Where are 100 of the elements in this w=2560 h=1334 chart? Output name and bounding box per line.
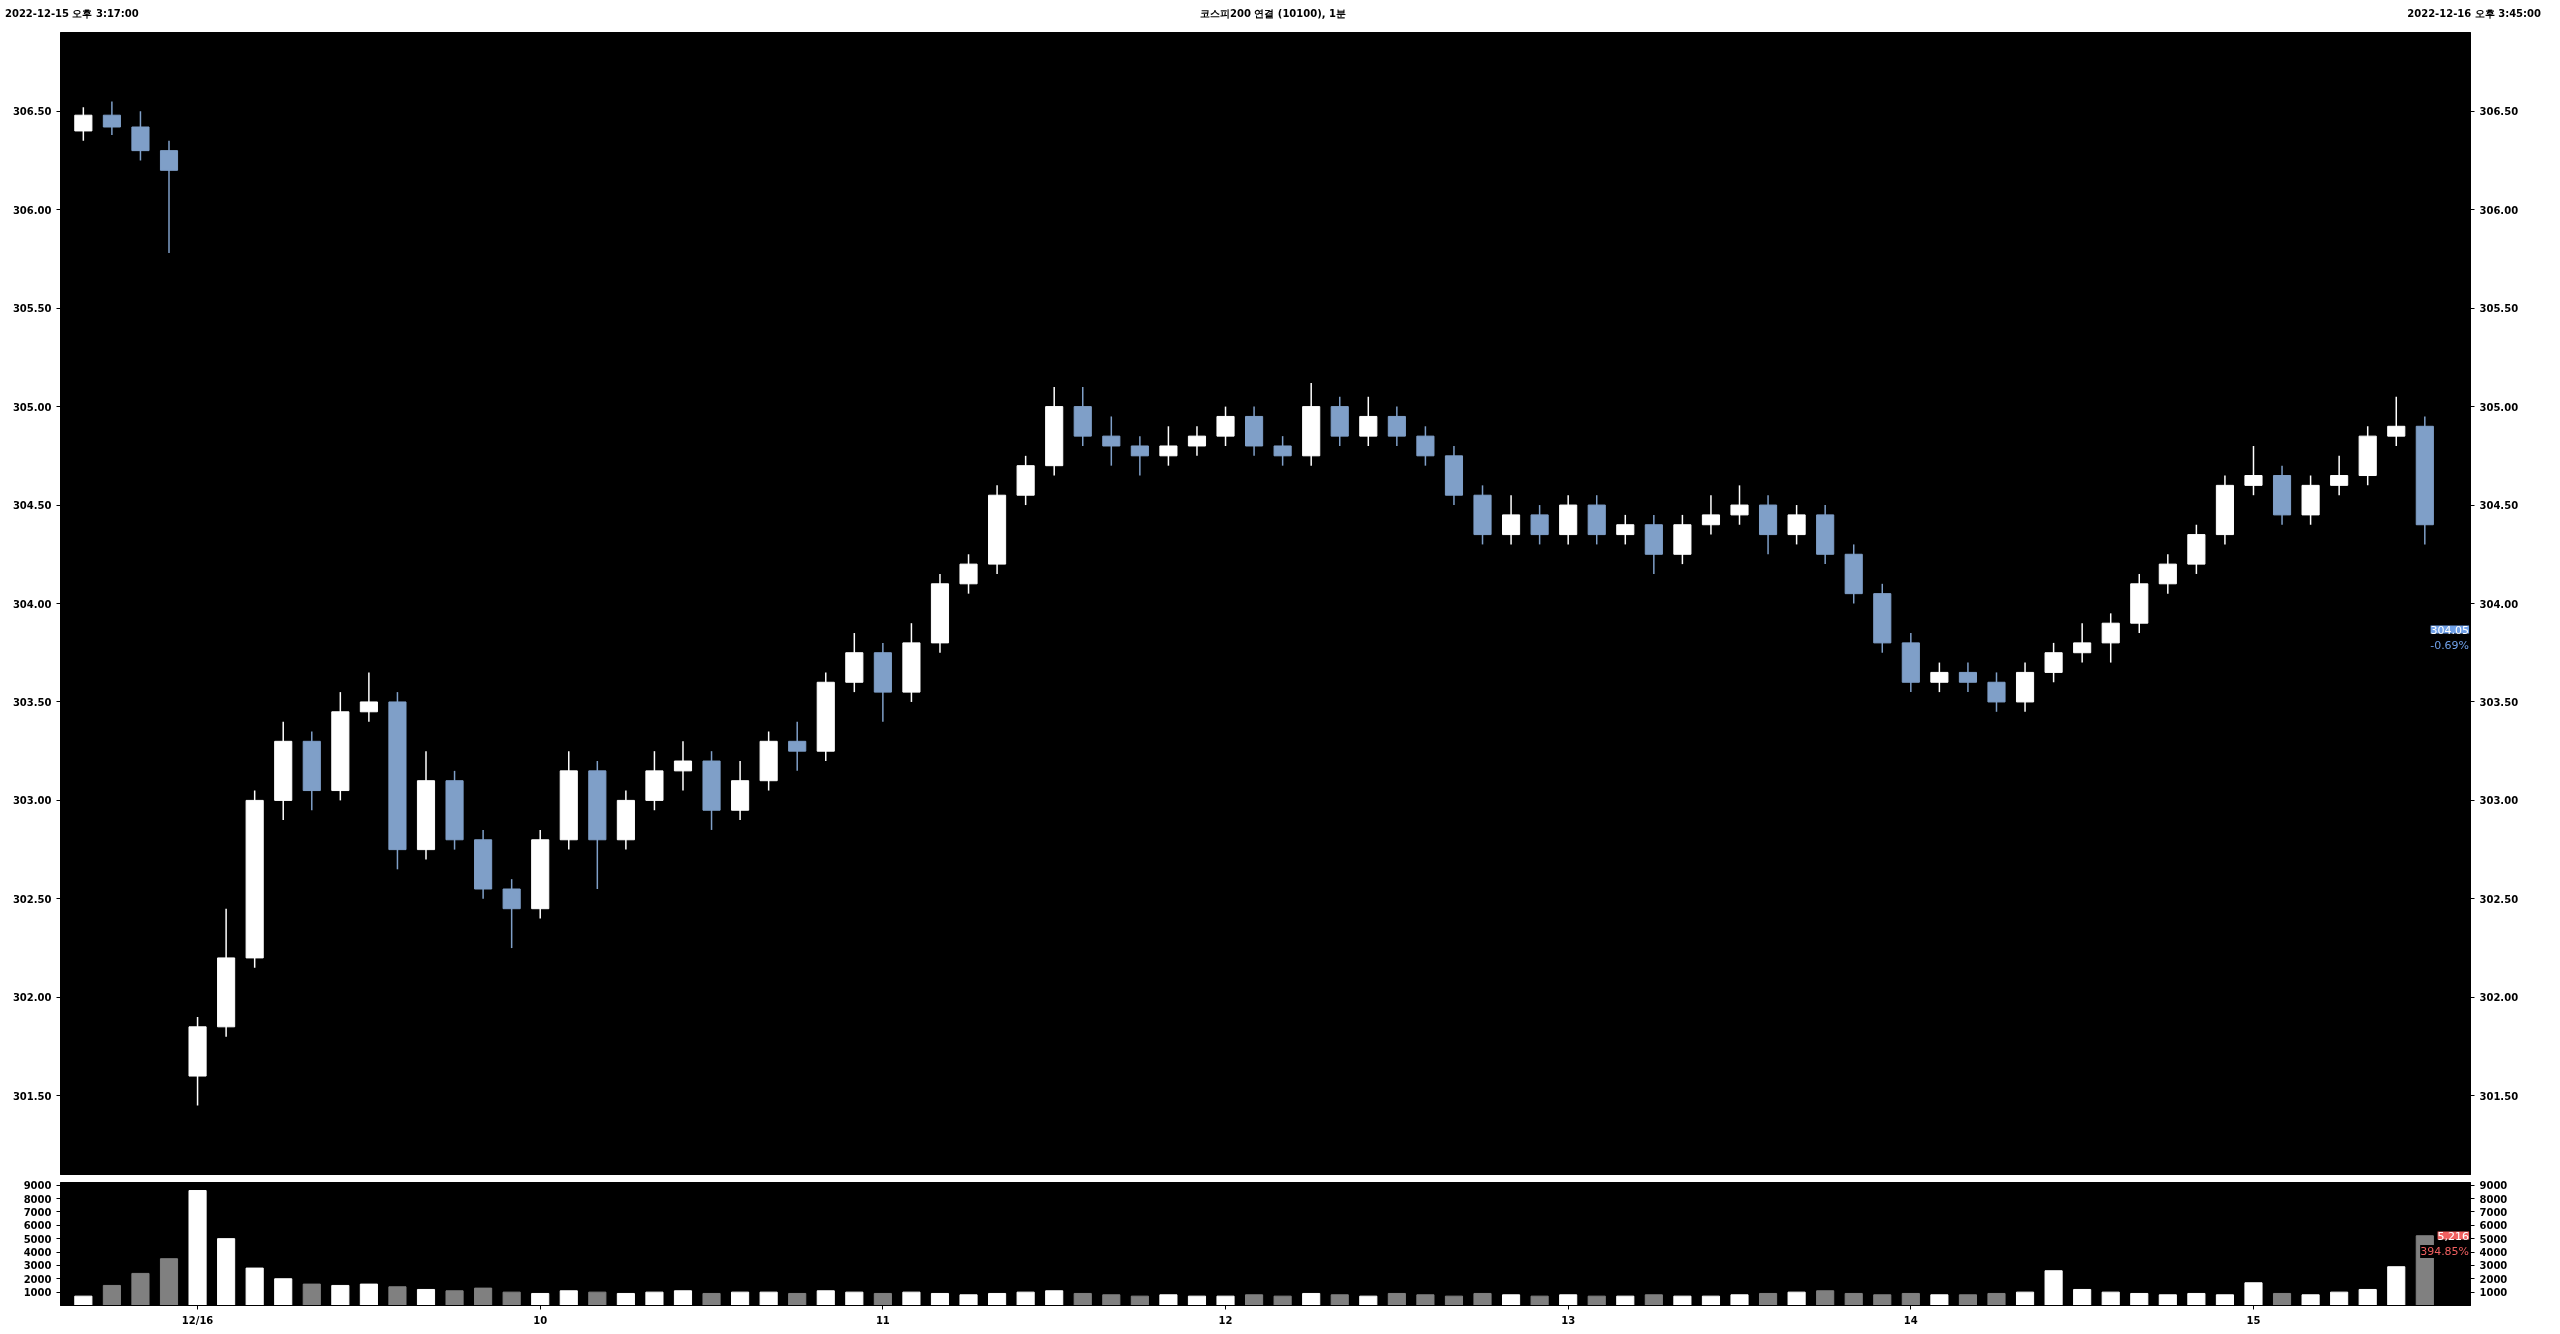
chart-title: 코스피200 연결 (10100), 1분 <box>1199 7 1346 21</box>
bar <box>2044 1270 2063 1306</box>
y-tick-label: 3000 <box>23 1260 52 1272</box>
bar <box>1302 1292 1321 1306</box>
y-tick-label: 306.50 <box>12 106 52 118</box>
y-tick-label: 6000 <box>23 1220 52 1232</box>
bar <box>616 1292 635 1306</box>
annotation: 394.85% <box>2420 1245 2470 1258</box>
bar <box>2073 1288 2092 1306</box>
bar <box>645 1291 664 1306</box>
candlestick <box>788 720 807 772</box>
y2-tick-label: 304.50 <box>2479 500 2519 512</box>
bar <box>1130 1295 1149 1306</box>
candlestick <box>2101 612 2120 664</box>
x-tick-label: 11 <box>875 1314 890 1326</box>
bar <box>1502 1294 1521 1306</box>
bar <box>1444 1295 1464 1306</box>
bar <box>1187 1295 1207 1306</box>
y-tick-label: 301.50 <box>12 1090 52 1102</box>
bar <box>2387 1266 2406 1306</box>
bar <box>131 1272 150 1306</box>
x-tick-label: 12/16 <box>181 1314 214 1326</box>
bar <box>2244 1282 2263 1306</box>
bar <box>2301 1294 2320 1306</box>
x-tick-label: 15 <box>2246 1314 2261 1326</box>
bar <box>1901 1292 1920 1306</box>
y2-tick-label: 7000 <box>2479 1206 2508 1218</box>
bar <box>2130 1292 2149 1306</box>
x-tick-label: 13 <box>1561 1314 1576 1326</box>
y2-tick-label: 304.00 <box>2479 598 2519 610</box>
bar <box>1844 1292 1863 1306</box>
candlestick <box>2044 642 2063 684</box>
bar <box>245 1267 264 1306</box>
candlestick <box>1987 671 2006 713</box>
candlestick <box>359 671 378 723</box>
y-tick-label: 7000 <box>23 1206 52 1218</box>
annotation: 304.05 <box>2430 623 2470 637</box>
candlestick <box>1701 494 1721 536</box>
y2-tick-label: 306.00 <box>2479 204 2519 216</box>
candlestick <box>959 553 978 595</box>
bar <box>2101 1291 2120 1306</box>
bar <box>1473 1292 1492 1306</box>
candlestick <box>1102 415 1121 467</box>
y2-tick-label: 8000 <box>2479 1193 2508 1205</box>
bar <box>2215 1294 2234 1306</box>
bar <box>1387 1292 1406 1306</box>
bar <box>2158 1294 2177 1306</box>
bar <box>1559 1294 1578 1306</box>
bar <box>1701 1295 1721 1306</box>
candlestick <box>2387 396 2406 447</box>
candlestick <box>2244 445 2263 496</box>
y-tick-label: 2000 <box>23 1273 52 1285</box>
bar <box>188 1190 207 1306</box>
bar <box>445 1290 464 1306</box>
candlestick <box>1530 504 1549 546</box>
bar <box>1159 1294 1178 1306</box>
candlestick <box>159 140 179 254</box>
bar <box>1045 1290 1064 1306</box>
bar <box>2330 1291 2349 1306</box>
bar <box>502 1291 521 1306</box>
y2-tick-label: 6000 <box>2479 1220 2508 1232</box>
bar <box>1616 1295 1635 1306</box>
bar <box>1930 1294 1949 1306</box>
bar <box>588 1291 607 1306</box>
bar <box>902 1291 921 1306</box>
bar <box>988 1292 1007 1306</box>
bar <box>388 1286 407 1306</box>
bar <box>416 1288 436 1306</box>
bar <box>1330 1294 1349 1306</box>
y2-tick-label: 302.50 <box>2479 893 2519 905</box>
y2-tick-label: 305.50 <box>2479 303 2519 315</box>
y-tick-label: 305.00 <box>12 401 52 413</box>
bar <box>1245 1294 1264 1306</box>
candlestick <box>1616 514 1635 546</box>
y-tick-label: 302.50 <box>12 893 52 905</box>
y2-tick-label: 305.00 <box>2479 401 2519 413</box>
candlestick <box>1416 425 1435 467</box>
bar <box>1873 1294 1892 1306</box>
y2-tick-label: 301.50 <box>2479 1090 2519 1102</box>
y2-tick-label: 3000 <box>2479 1260 2508 1272</box>
bar <box>1273 1295 1292 1306</box>
bar <box>474 1287 493 1306</box>
candlestick <box>102 100 121 136</box>
x-tick-label: 12 <box>1218 1314 1233 1326</box>
x-tick-label: 14 <box>1903 1314 1918 1326</box>
y-tick-label: 302.00 <box>12 992 52 1004</box>
bar <box>673 1290 693 1306</box>
bar <box>159 1258 179 1306</box>
bar <box>845 1291 864 1306</box>
bar <box>1644 1294 1663 1306</box>
y-tick-label: 303.00 <box>12 795 52 807</box>
candlestick <box>1159 425 1178 467</box>
candlestick <box>1958 661 1978 693</box>
annotation: 5,216 <box>2437 1229 2470 1243</box>
bar <box>1102 1294 1121 1306</box>
candlestick <box>2330 455 2349 496</box>
candlestick <box>1187 425 1207 457</box>
y2-tick-label: 4000 <box>2479 1247 2508 1259</box>
bar <box>2358 1288 2377 1306</box>
candlestick <box>1787 504 1806 546</box>
